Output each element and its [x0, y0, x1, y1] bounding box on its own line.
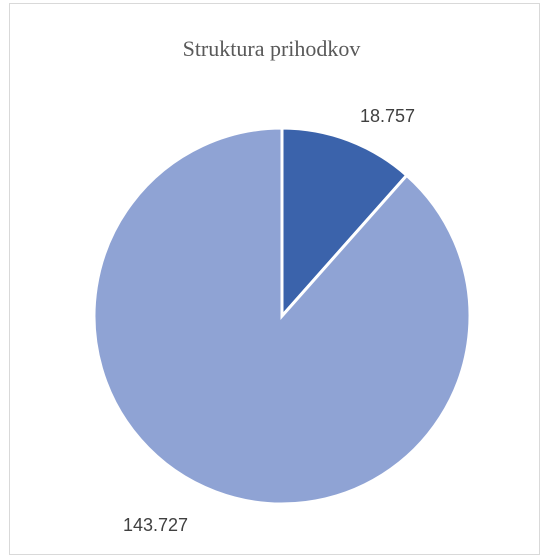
- data-label-slice-2: 143.727: [123, 515, 188, 535]
- pie-slice-1: [280, 126, 409, 320]
- pie-slice-2: [92, 126, 472, 506]
- chart-title: Struktura prihodkov: [182, 36, 361, 61]
- data-label-slice-1: 18.757: [360, 106, 415, 126]
- pie-slices: [92, 126, 472, 506]
